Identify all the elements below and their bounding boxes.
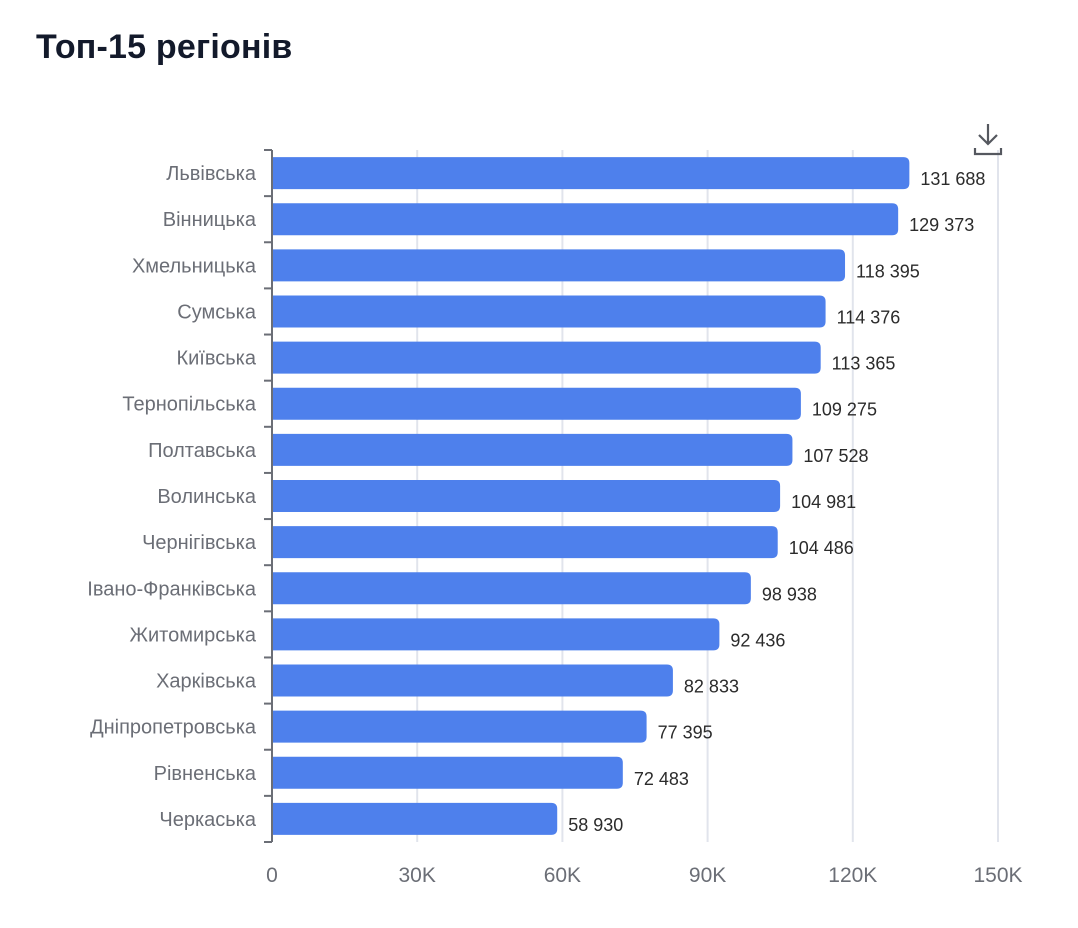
- x-tick-label: 90K: [689, 864, 726, 887]
- download-icon: [973, 124, 1003, 156]
- value-label: 107 528: [803, 446, 868, 466]
- bar[interactable]: [272, 157, 910, 190]
- value-label: 104 486: [789, 538, 854, 558]
- value-label: 114 376: [837, 307, 901, 327]
- category-label: Волинська: [157, 486, 257, 508]
- bar[interactable]: [272, 249, 846, 282]
- category-labels: Львівська Вінницька Хмельницька Сумська Київ…: [87, 163, 257, 831]
- value-labels: 131 688 129 373 118 395 114 376 113 365 109 2…: [568, 169, 985, 835]
- value-label: 118 395: [856, 261, 920, 281]
- bar[interactable]: [272, 341, 821, 374]
- x-tick-label: 0: [266, 864, 278, 887]
- download-button[interactable]: [972, 122, 1004, 158]
- x-tick-label: 60K: [544, 864, 581, 887]
- category-label: Житомирська: [130, 624, 257, 646]
- value-label: 58 930: [568, 815, 623, 835]
- chart-title: Топ-15 регіонів: [36, 28, 293, 66]
- x-tick-label: 30K: [399, 864, 436, 887]
- category-label: Черкаська: [159, 809, 256, 831]
- value-label: 129 373: [909, 215, 974, 235]
- value-label: 104 981: [791, 492, 856, 512]
- bar[interactable]: [272, 526, 778, 559]
- y-axis: [264, 149, 273, 843]
- bar[interactable]: [272, 572, 751, 605]
- category-label: Рівненська: [154, 763, 257, 785]
- bar[interactable]: [272, 802, 558, 835]
- value-label: 82 833: [684, 677, 739, 697]
- category-label: Вінницька: [163, 209, 257, 231]
- category-label: Тернопільська: [122, 394, 256, 416]
- category-label: Дніпропетровська: [90, 717, 257, 739]
- bar[interactable]: [272, 756, 623, 789]
- bar[interactable]: [272, 664, 673, 697]
- value-label: 77 395: [658, 723, 713, 743]
- value-label: 92 436: [730, 630, 785, 650]
- category-label: Чернігівська: [142, 532, 257, 554]
- bar[interactable]: [272, 618, 720, 651]
- value-label: 131 688: [920, 169, 985, 189]
- value-label: 113 365: [832, 354, 896, 374]
- value-label: 109 275: [812, 400, 877, 420]
- bar[interactable]: [272, 203, 899, 236]
- category-label: Полтавська: [148, 440, 257, 462]
- x-axis-ticks: 0 30K 60K 90K 120K 150K: [266, 864, 1022, 887]
- category-label: Сумська: [177, 301, 257, 323]
- value-label: 98 938: [762, 584, 817, 604]
- bar[interactable]: [272, 710, 647, 743]
- category-label: Хмельницька: [132, 255, 257, 277]
- category-label: Івано-Франківська: [87, 578, 257, 600]
- category-label: Львівська: [166, 163, 257, 185]
- bar[interactable]: [272, 480, 781, 512]
- bar[interactable]: [272, 433, 793, 466]
- value-label: 72 483: [634, 769, 689, 789]
- bars: [272, 157, 910, 835]
- bar[interactable]: [272, 387, 801, 420]
- x-tick-label: 150K: [973, 864, 1022, 887]
- category-label: Харківська: [156, 671, 257, 693]
- bar[interactable]: [272, 295, 826, 328]
- x-tick-label: 120K: [828, 864, 877, 887]
- category-label: Київська: [176, 348, 256, 370]
